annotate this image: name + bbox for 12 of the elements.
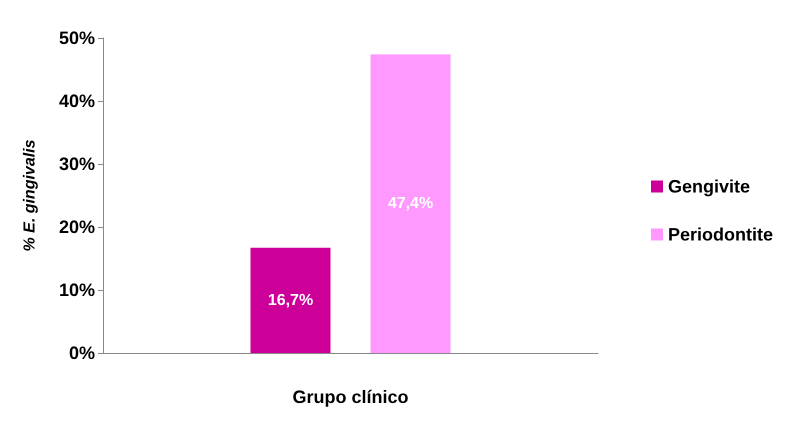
y-tick-label: 10%: [58, 280, 95, 300]
legend-label: Gengivite: [668, 176, 750, 196]
y-tick-label: 50%: [58, 28, 95, 48]
legend-label: Periodontite: [668, 224, 774, 244]
y-axis-title: % E. gingivalis: [22, 139, 38, 252]
data-label: 47,4%: [388, 195, 434, 212]
y-tick-label: 0%: [68, 343, 95, 363]
y-tick-label: 30%: [58, 154, 95, 174]
y-tick-label: 20%: [58, 217, 95, 237]
data-label: 16,7%: [268, 292, 314, 309]
x-axis-title: Grupo clínico: [292, 387, 409, 407]
y-tick-label: 40%: [58, 91, 95, 111]
